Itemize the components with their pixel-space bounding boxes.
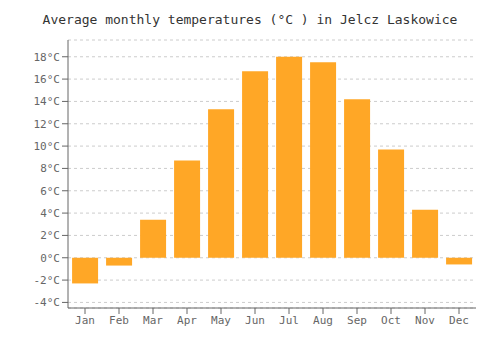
svg-text:0°C: 0°C bbox=[40, 252, 60, 265]
svg-text:Nov: Nov bbox=[415, 314, 435, 327]
svg-text:10°C: 10°C bbox=[34, 140, 61, 153]
svg-text:Jan: Jan bbox=[75, 314, 95, 327]
svg-text:-4°C: -4°C bbox=[34, 296, 61, 309]
svg-text:May: May bbox=[211, 314, 231, 327]
svg-text:-2°C: -2°C bbox=[34, 274, 61, 287]
svg-text:Feb: Feb bbox=[109, 314, 129, 327]
html-text:Average monthly temperatures (: Average monthly temperatures (°C ) in Je… bbox=[42, 12, 458, 27]
svg-text:12°C: 12°C bbox=[34, 118, 61, 131]
svg-text:18°C: 18°C bbox=[34, 51, 61, 64]
svg-text:8°C: 8°C bbox=[40, 162, 60, 175]
svg-text:Aug: Aug bbox=[313, 314, 333, 327]
svg-text:2°C: 2°C bbox=[40, 229, 60, 242]
svg-text:4°C: 4°C bbox=[40, 207, 60, 220]
svg-text:Sep: Sep bbox=[347, 314, 367, 327]
svg-text:Jul: Jul bbox=[279, 314, 299, 327]
svg-text:Mar: Mar bbox=[143, 314, 163, 327]
svg-text:Jun: Jun bbox=[245, 314, 265, 327]
svg-text:Dec: Dec bbox=[449, 314, 469, 327]
svg-text:6°C: 6°C bbox=[40, 185, 60, 198]
svg-text:Oct: Oct bbox=[381, 314, 401, 327]
svg-text:Apr: Apr bbox=[177, 314, 197, 327]
svg-text:16°C: 16°C bbox=[34, 73, 61, 86]
svg-text:14°C: 14°C bbox=[34, 95, 61, 108]
